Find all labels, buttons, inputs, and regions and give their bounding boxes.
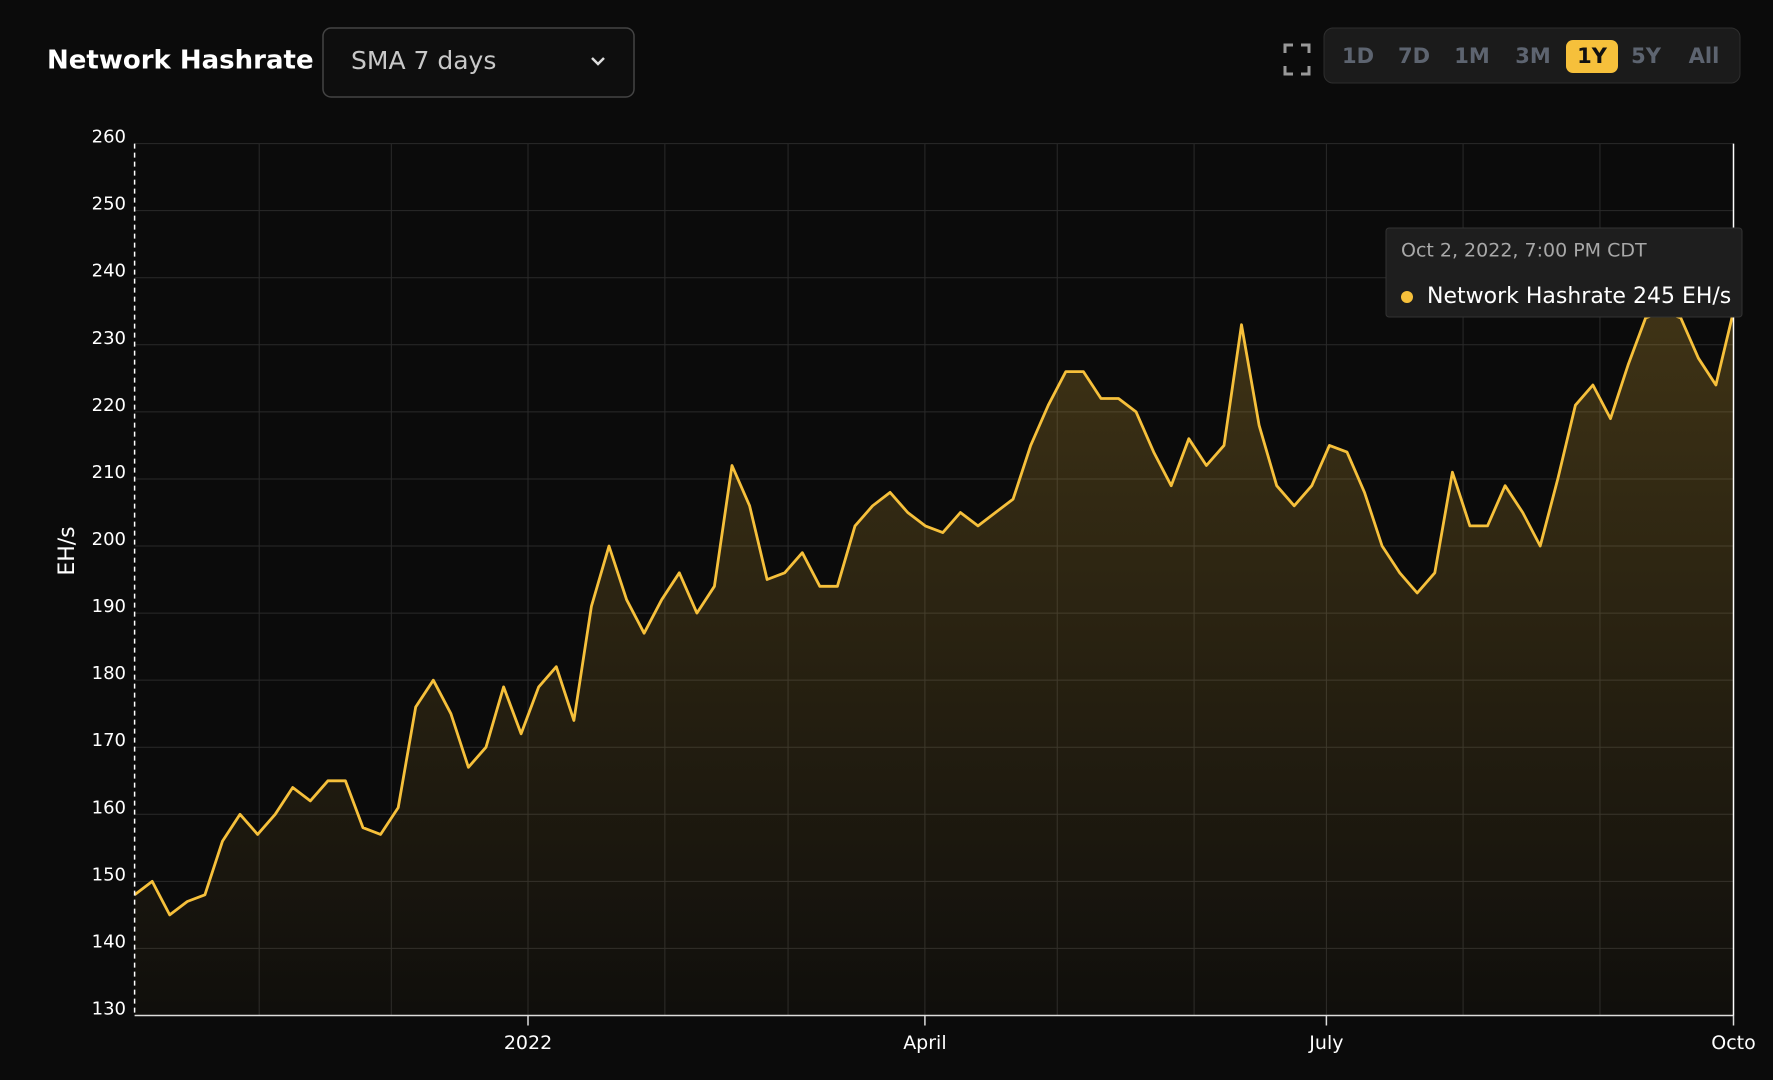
range-button[interactable]: 3M xyxy=(1515,44,1551,68)
y-tick-label: 260 xyxy=(92,127,126,148)
tooltip-dot xyxy=(1401,291,1413,303)
y-tick-label: 180 xyxy=(92,663,126,684)
range-button[interactable]: 7D xyxy=(1398,44,1430,68)
tooltip-value-label: 245 EH/s xyxy=(1633,284,1731,309)
dropdown[interactable]: SMA 7 days xyxy=(322,27,635,98)
tooltip-value: Network Hashrate 245 EH/s xyxy=(1427,284,1731,309)
x-tick-label: April xyxy=(903,1032,946,1054)
range-button[interactable]: 1M xyxy=(1454,44,1490,68)
range-button[interactable]: 1D xyxy=(1342,44,1374,68)
y-axis-label: EH/s xyxy=(55,526,80,575)
y-tick-label: 160 xyxy=(92,797,126,818)
y-tick-label: 240 xyxy=(92,261,126,282)
range-button-active[interactable] xyxy=(1566,40,1618,73)
tooltip-title: Oct 2, 2022, 7:00 PM CDT xyxy=(1401,240,1647,262)
dropdown-label[interactable]: SMA 7 days xyxy=(351,46,496,75)
dropdown-chevron[interactable] xyxy=(591,57,605,66)
y-tick-label: 130 xyxy=(92,999,126,1020)
y-tick-label: 230 xyxy=(92,328,126,349)
fullscreen-icon[interactable] xyxy=(1283,43,1311,76)
y-tick-label: 210 xyxy=(92,462,126,483)
x-tick-label: Octo xyxy=(1711,1032,1755,1054)
x-tick-label: July xyxy=(1308,1032,1343,1054)
line xyxy=(133,309,1735,917)
range-group xyxy=(1323,27,1741,84)
y-tick-label: 200 xyxy=(92,529,126,550)
y-tick-label: 220 xyxy=(92,395,126,416)
y-tick-label: 170 xyxy=(92,730,126,751)
tooltip-box xyxy=(1385,227,1743,318)
x-tick-label: 2022 xyxy=(504,1032,552,1054)
y-tick-label: 250 xyxy=(92,194,126,215)
tooltip-series-name: Network Hashrate xyxy=(1427,284,1626,309)
y-tick-label: 150 xyxy=(92,864,126,885)
page-title: Network Hashrate xyxy=(47,46,314,76)
dropdown-box[interactable] xyxy=(322,27,635,98)
range-button[interactable]: All xyxy=(1689,44,1720,68)
range-button[interactable]: 1Y xyxy=(1577,44,1608,68)
y-tick-label: 190 xyxy=(92,596,126,617)
range-button[interactable]: 5Y xyxy=(1631,44,1662,68)
area-fill xyxy=(134,311,1734,1016)
y-tick-label: 140 xyxy=(92,931,126,952)
